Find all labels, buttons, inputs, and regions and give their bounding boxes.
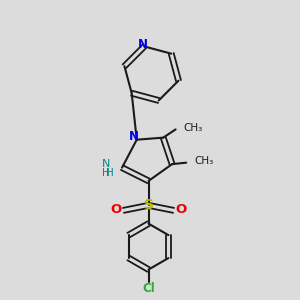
Text: CH₃: CH₃	[194, 156, 214, 166]
Text: N: N	[138, 38, 148, 51]
Text: O: O	[110, 203, 122, 216]
Text: S: S	[143, 198, 154, 212]
Text: N: N	[102, 158, 110, 169]
Text: H: H	[102, 168, 110, 178]
Text: N: N	[129, 130, 139, 143]
Text: CH₃: CH₃	[184, 123, 203, 133]
Text: Cl: Cl	[142, 282, 155, 295]
Text: O: O	[175, 203, 187, 216]
Text: H: H	[106, 168, 114, 178]
